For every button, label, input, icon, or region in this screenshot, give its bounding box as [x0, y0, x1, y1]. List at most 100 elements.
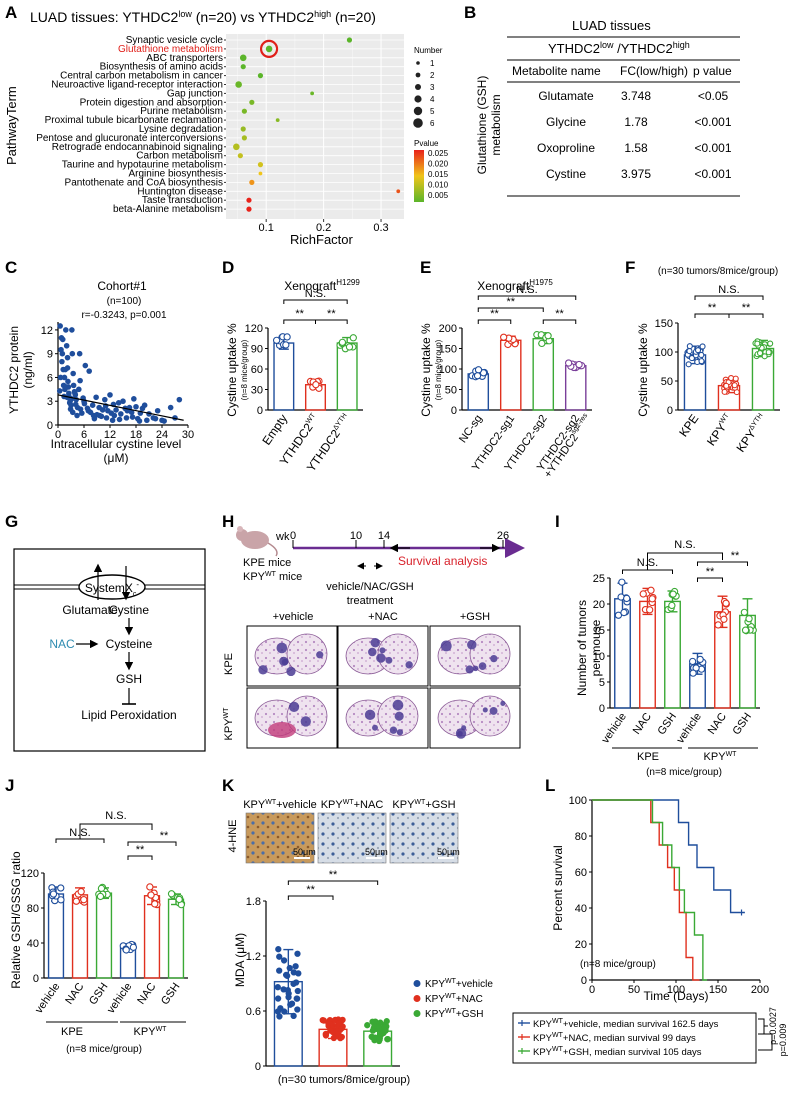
e-plot-dot: [575, 360, 583, 369]
k-sig-label-2: **: [329, 869, 338, 881]
panel-a-size-legend: Number 1 2 3 4 5 6: [413, 46, 443, 128]
l-legend-sup: WT: [552, 1032, 564, 1039]
k-plot-dot: [327, 1027, 334, 1034]
f-plot-sig-label: **: [708, 302, 717, 314]
panel-e-y-label-main: Cystine uptake %: [419, 323, 433, 417]
j-plot-category-label: GSH: [159, 981, 183, 1007]
k-ihc-image: [245, 812, 315, 864]
h-tumor-nodule: [482, 707, 488, 713]
panel-i-y-label: Number of tumors per mouse: [575, 600, 603, 696]
panel-c: Cohort#1 (n=100) r=-0.3243, p=0.001 0 6 12…: [7, 279, 194, 465]
k-title-end: +NAC: [354, 799, 384, 811]
h-tumor-nodule: [392, 699, 404, 711]
a-size-legend-dot: [414, 95, 422, 103]
j-sig-label-2: **: [160, 830, 169, 842]
h-col-nac: +NAC: [368, 611, 398, 623]
panel-b: LUAD tissues YTHDC2low /YTHDC2high Metab…: [475, 18, 740, 197]
f-plot-sig-bracket: [728, 313, 764, 318]
a-point: [310, 91, 315, 96]
e-plot-sig-bracket: [477, 295, 577, 300]
c-point: [69, 350, 76, 357]
c-xtick-label: 12: [104, 429, 116, 441]
a-color-legend-label: 0.020: [428, 160, 449, 169]
k-legend-sup: WT: [445, 1008, 457, 1015]
panel-letter-a: A: [5, 3, 17, 22]
panel-b-header-name: Metabolite name: [512, 64, 601, 78]
l-ytick-label: 100: [569, 795, 587, 807]
d-plot-ytick-label: 120: [245, 323, 263, 335]
l-ytick-label: 60: [575, 867, 587, 879]
panel-d: XenograftH1299 0306090120EmptyYTHDC2WTYT…: [225, 278, 363, 474]
c-point: [161, 418, 167, 424]
panel-b-side-label-1: Glutathione (GSH): [475, 76, 489, 175]
a-point: [235, 81, 242, 88]
j-plot-bar: [71, 894, 89, 979]
h-tumor-nodule: [385, 656, 393, 664]
f-plot-dot: [694, 347, 702, 354]
a-category-label: ABC transporters: [146, 53, 223, 64]
e-plot-dot: [544, 332, 552, 340]
j-plot-category-label-main: GSH: [87, 981, 111, 1007]
b-metabolite-name: Oxoproline: [537, 141, 595, 155]
f-plot-dot: [721, 388, 728, 395]
c-ytick-label: 6: [47, 372, 53, 384]
e-plot-dot: [500, 333, 508, 341]
k-plot-dot: [286, 964, 293, 972]
c-point: [58, 346, 64, 353]
l-survival-curve: [592, 799, 745, 914]
k-plot-ytick-label: 1.8: [246, 896, 261, 908]
i-plot-dot: [647, 586, 655, 594]
e-plot-ytick-label: 150: [439, 344, 457, 356]
c-point: [72, 390, 78, 397]
panel-c-y-label-2: (ng/ml): [21, 351, 35, 388]
panel-a-x-ticks: 0.1 0.2 0.3: [259, 219, 389, 234]
panel-a: LUAD tissues: YTHDC2low (n=20) vs YTHDC2…: [4, 9, 449, 247]
panel-k-stain-label: 4-HNE: [227, 819, 239, 852]
k-legend-end: +vehicle: [456, 979, 493, 990]
e-plot-sig-bracket: [477, 307, 544, 312]
a-category-label: Pantothenate and CoA biosynthesis: [65, 177, 223, 188]
i-plot-dot: [740, 608, 749, 616]
h-tumor-nodule: [376, 653, 386, 663]
l-ytick-label: 20: [575, 939, 587, 951]
k-plot-dot: [339, 1016, 346, 1024]
panel-c-axes: 0 6 12 18 24 30 0 3 6 9 12: [41, 322, 194, 441]
panel-j-y-label: Relative GSH/GSSG ratio: [9, 851, 23, 989]
k-legend-label: KPYWT+NAC: [425, 993, 483, 1005]
d-plot-ytick-label: 90: [251, 344, 263, 356]
panel-c-stat: r=-0.3243, p=0.001: [81, 310, 167, 321]
f-plot-dot: [767, 340, 774, 347]
c-point: [99, 407, 106, 413]
h-tumor-nodule: [465, 665, 474, 674]
f-plot-dot: [698, 358, 705, 365]
panel-letter-g: G: [5, 512, 18, 531]
a-category-label: Pentose and glucuronate interconversions: [36, 133, 223, 144]
lipid-peroxidation-label: Lipid Peroxidation: [81, 708, 176, 722]
timeline-wk: wk: [275, 531, 290, 543]
c-point: [91, 415, 98, 422]
a-point: [275, 118, 280, 122]
c-point: [123, 415, 130, 421]
c-point: [70, 382, 77, 389]
k-legend-sup: WT: [445, 978, 457, 985]
l-legend-main: KPY: [533, 1033, 553, 1044]
c-point: [77, 377, 83, 384]
p-bracket: [758, 1018, 773, 1051]
panel-a-x-label: RichFactor: [290, 232, 354, 247]
a-point: [265, 45, 273, 53]
i-plot-dot: [646, 606, 654, 614]
k-image-title: KPYWT+vehicle: [243, 799, 317, 811]
h-tumor-nodule: [279, 656, 289, 666]
f-plot-dot: [756, 350, 764, 357]
a-point: [241, 108, 247, 114]
panel-d-y-label: Cystine uptake % (n=8 mice/group): [225, 323, 249, 417]
k-plot-dot: [364, 1022, 371, 1029]
a-category-label: Arginine biosynthesis: [129, 169, 224, 180]
k-ihc-image: [389, 812, 459, 864]
k-plot-dot: [319, 1017, 326, 1024]
i-plot-dot: [722, 599, 730, 607]
j-plot-category-label: NAC: [135, 981, 158, 1007]
f-plot-sig-bracket: [694, 313, 730, 318]
treatment-label-1: vehicle/NAC/GSH: [326, 581, 413, 593]
